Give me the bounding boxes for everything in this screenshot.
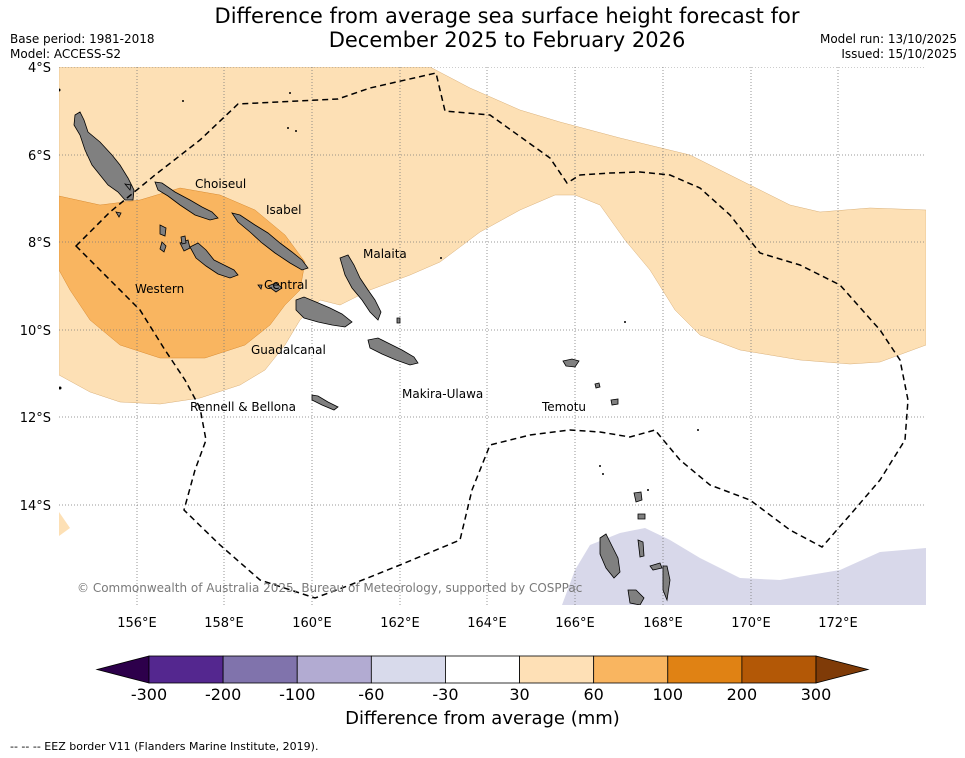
colorbar-tick-label: 30: [509, 685, 529, 704]
meta-right: Model run: 13/10/2025 Issued: 15/10/2025: [820, 32, 957, 62]
anomaly-30-60-region: [59, 67, 926, 405]
colorbar-segment: [148, 655, 224, 684]
island-bougainville: [73, 111, 135, 201]
island-savo: [257, 284, 263, 290]
colorbar-tick-label: -200: [205, 685, 241, 704]
title-line-1: Difference from average sea surface heig…: [214, 4, 800, 28]
eez-legend-note: -- -- -- EEZ border V11 (Flanders Marine…: [10, 740, 319, 753]
island-vanikoro: [610, 398, 619, 406]
island-guadalcanal: [295, 296, 353, 328]
lon-label-168e: 168°E: [643, 616, 683, 631]
label-guadalcanal: Guadalcanal: [251, 343, 326, 357]
colorbar-segment: [296, 655, 372, 684]
grid-lines: [59, 67, 926, 605]
lon-label-166e: 166°E: [555, 616, 595, 631]
island-espiritu-santo: [599, 533, 621, 579]
colorbar-segment: [445, 655, 520, 684]
island-malaita: [339, 254, 382, 321]
island-utupua: [594, 382, 601, 389]
island-rennell: [311, 394, 339, 411]
island-small-west: [124, 183, 132, 191]
island-ambae: [649, 562, 663, 571]
lon-label-172e: 172°E: [818, 616, 858, 631]
colorbar-tick-label: 60: [583, 685, 603, 704]
label-rennell-bellona: Rennell & Bellona: [190, 400, 296, 414]
island-santa-cruz: [562, 358, 580, 368]
lon-label-170e: 170°E: [731, 616, 771, 631]
island-choiseul: [154, 181, 219, 221]
label-western: Western: [135, 282, 184, 296]
colorbar-tick-label: -30: [432, 685, 458, 704]
island-torres: [637, 513, 646, 520]
lon-label-156e: 156°E: [117, 616, 157, 631]
colorbar-tick-label: 100: [653, 685, 684, 704]
island-florida: [267, 282, 283, 293]
colorbar-over-extend: [815, 655, 870, 684]
map: Choiseul Isabel Malaita Central Western …: [20, 61, 926, 631]
island-maewo: [637, 539, 645, 558]
lon-label-158e: 158°E: [204, 616, 244, 631]
eez-border: [74, 72, 909, 599]
colorbar-segment: [519, 655, 595, 684]
colorbar-segments: [95, 655, 870, 684]
lon-label-160e: 160°E: [292, 616, 332, 631]
island-vella: [159, 224, 167, 237]
island-small-1: [180, 235, 187, 245]
label-isabel: Isabel: [266, 203, 301, 217]
colorbar-segment: [667, 655, 743, 684]
lat-label-4s: 4°S: [28, 61, 51, 76]
lat-label-12s: 12°S: [20, 411, 51, 426]
colorbar-ticks: -300 -200 -100 -60 -30 30 60 100 200 300: [131, 685, 831, 704]
island-ranongga: [159, 241, 167, 253]
colorbar-under-extend: [95, 655, 150, 684]
lon-label-162e: 162°E: [380, 616, 420, 631]
tiny-islets: [59, 88, 699, 491]
latitude-labels: 4°S 6°S 8°S 10°S 12°S 14°S: [20, 61, 51, 514]
colorbar: -300 -200 -100 -60 -30 30 60 100 200 300: [95, 655, 870, 704]
colorbar-segment: [370, 655, 446, 684]
island-new-georgia: [189, 242, 239, 279]
lon-label-164e: 164°E: [467, 616, 507, 631]
chart-title: Difference from average sea surface heig…: [0, 4, 965, 52]
colorbar-tick-label: 200: [727, 685, 758, 704]
colorbar-title: Difference from average (mm): [345, 708, 620, 729]
label-central: Central: [264, 278, 308, 292]
land-masses: [73, 111, 671, 605]
longitude-labels: 156°E 158°E 160°E 162°E 164°E 166°E 168°…: [117, 616, 858, 631]
lat-label-10s: 10°S: [20, 324, 51, 339]
issued-date: Issued: 15/10/2025: [841, 47, 957, 61]
colorbar-tick-label: 300: [801, 685, 832, 704]
island-banks: [633, 491, 643, 503]
place-labels: Choiseul Isabel Malaita Central Western …: [135, 177, 586, 414]
lat-label-6s: 6°S: [28, 149, 51, 164]
colorbar-segment: [222, 655, 298, 684]
base-period: Base period: 1981-2018: [10, 32, 155, 46]
map-content: Choiseul Isabel Malaita Central Western …: [59, 67, 926, 605]
colorbar-segment: [593, 655, 669, 684]
label-makira-ulawa: Makira-Ulawa: [402, 387, 483, 401]
island-makira: [367, 337, 419, 366]
model-name: Model: ACCESS-S2: [10, 47, 122, 61]
title-line-2: December 2025 to February 2026: [328, 28, 686, 52]
island-small-2: [396, 317, 401, 324]
colorbar-tick-label: -60: [358, 685, 384, 704]
island-isabel: [231, 212, 309, 271]
label-choiseul: Choiseul: [195, 177, 246, 191]
island-pentecost: [662, 565, 671, 602]
colorbar-tick-label: -300: [131, 685, 167, 704]
anomaly-small-patch: [59, 512, 70, 536]
anomaly-negative-region: [562, 528, 926, 605]
anomaly-60-100-region: [59, 187, 306, 359]
island-small-west2: [115, 211, 122, 218]
island-malakula: [627, 589, 645, 605]
label-malaita: Malaita: [363, 247, 407, 261]
copyright-text: © Commonwealth of Australia 2025, Bureau…: [77, 581, 582, 595]
colorbar-tick-label: -100: [279, 685, 315, 704]
lat-label-8s: 8°S: [28, 236, 51, 251]
label-temotu: Temotu: [541, 400, 586, 414]
meta-left: Base period: 1981-2018 Model: ACCESS-S2: [10, 32, 155, 62]
model-run: Model run: 13/10/2025: [819, 32, 957, 46]
lat-label-14s: 14°S: [20, 499, 51, 514]
colorbar-segment: [741, 655, 817, 684]
